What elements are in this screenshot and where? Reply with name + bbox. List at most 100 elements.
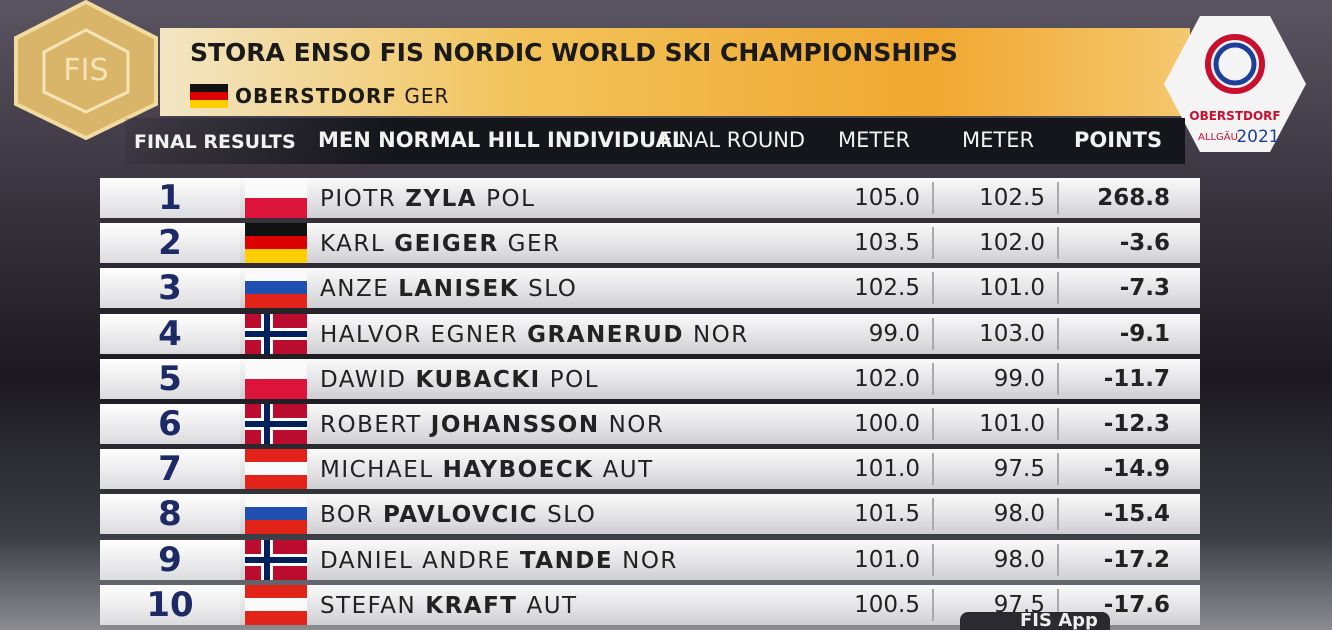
meter: 101.0 [979,275,1045,302]
separator [1057,453,1059,486]
title: STORA ENSO FIS NORDIC WORLD SKI CHAMPION… [190,38,958,67]
result-row: 3 ANZE LANISEK SLO 102.5 101.0 -7.3 [100,268,1200,309]
meter: 102.5 [979,185,1045,211]
event-logo: OBERSTDORF ALLGÄU 2021 [1164,16,1306,152]
last-name: KUBACKI [415,366,541,393]
column-header-bar [125,118,1185,164]
separator [932,498,934,531]
first-name: BOR [320,502,374,529]
points: -17.2 [1103,546,1170,573]
flag [245,313,307,354]
result-row: 1 PIOTR ZYLA POL 105.0 102.5 268.8 [100,178,1200,218]
separator [932,453,934,486]
separator [1057,543,1059,576]
nation: SLO [528,276,578,303]
event-logo-line2: ALLGÄU [1198,130,1238,143]
points: -14.9 [1103,456,1170,483]
meter: 100.5 [854,591,920,618]
meter: 99.0 [993,365,1045,392]
rank: 8 [100,494,240,535]
meter: 103.0 [979,320,1045,347]
nation: POL [486,186,536,212]
caption: FINAL RESULTS [134,131,296,153]
separator [1057,272,1059,305]
meter: 98.0 [993,546,1045,573]
points: -7.3 [1119,275,1170,302]
rank: 5 [100,358,240,399]
separator [932,272,934,305]
rank: 3 [100,268,240,309]
separator [932,362,934,395]
points: -12.3 [1103,411,1170,437]
points: -3.6 [1119,230,1170,257]
event-logo-line1: OBERSTDORF [1189,109,1280,123]
separator [932,317,934,350]
result-row: 8 BOR PAVLOVCIC SLO 101.5 98.0 -15.4 [100,494,1200,535]
athlete: DAWID KUBACKI POL [320,359,608,399]
meter: 97.5 [993,456,1045,483]
rank: 7 [100,449,240,490]
separator [932,182,934,214]
points: -11.7 [1103,365,1170,392]
rank: 4 [100,313,240,354]
result-row: 5 DAWID KUBACKI POL 102.0 99.0 -11.7 [100,358,1200,399]
points: -17.6 [1103,591,1170,618]
title-banner [160,28,1190,116]
footer-tab: FIS App [960,612,1110,630]
first-name: HALVOR EGNER [320,321,519,348]
result-row: 6 ROBERT JOHANSSON NOR 100.0 101.0 -12.3 [100,404,1200,444]
athlete: KARL GEIGER GER [320,223,570,263]
result-row: 9 DANIEL ANDRE TANDE NOR 101.0 98.0 -17.2 [100,539,1200,580]
round: FINAL ROUND [660,128,806,152]
meter: 102.5 [854,275,920,302]
column-header: METER [838,128,911,152]
separator [1057,227,1059,260]
points: 268.8 [1097,185,1170,211]
separator [1057,182,1059,214]
footer: FIS App [1020,612,1098,630]
result-row: 4 HALVOR EGNER GRANERUD NOR 99.0 103.0 -9.1 [100,313,1200,354]
last-name: HAYBOECK [442,457,594,484]
fis-logo-inner [42,28,130,114]
nation: AUT [526,592,578,619]
last-name: JOHANSSON [430,412,600,438]
separator [932,227,934,260]
last-name: TANDE [519,547,614,574]
first-name: STEFAN [320,592,417,619]
last-name: PAVLOVCIC [382,502,539,529]
event-logo-year: 2021 [1236,127,1279,147]
nation: GER [507,231,561,258]
flag [245,223,307,264]
athlete: DANIEL ANDRE TANDE NOR [320,540,687,580]
meter: 99.0 [868,320,920,347]
meter: 98.0 [993,501,1045,528]
flag [245,358,307,399]
separator [932,543,934,576]
nation: NOR [622,547,678,574]
rank: 10 [100,584,240,625]
meter: 101.0 [979,411,1045,437]
athlete: PIOTR ZYLA POL [320,178,544,218]
meter: 100.0 [854,411,920,437]
first-name: ANZE [320,276,390,303]
athlete: BOR PAVLOVCIC SLO [320,494,605,534]
separator [1057,588,1059,621]
venue-city: OBERSTDORF [235,84,398,108]
meter: 105.0 [854,185,920,211]
column-header: METER [962,128,1035,152]
first-name: DANIEL ANDRE [320,547,511,574]
athlete: HALVOR EGNER GRANERUD NOR [320,314,758,354]
result-row: 7 MICHAEL HAYBOECK AUT 101.0 97.5 -14.9 [100,449,1200,490]
separator [1057,317,1059,350]
first-name: KARL [320,231,386,258]
event-name: MEN NORMAL HILL INDIVIDUAL [318,128,686,152]
meter: 102.0 [979,230,1045,257]
fis-logo-shape [14,0,158,140]
last-name: LANISEK [398,276,520,303]
last-name: ZYLA [405,186,478,212]
flag [245,404,307,444]
nation: POL [549,366,600,393]
athlete: MICHAEL HAYBOECK AUT [320,449,663,489]
meter: 103.5 [854,230,920,257]
